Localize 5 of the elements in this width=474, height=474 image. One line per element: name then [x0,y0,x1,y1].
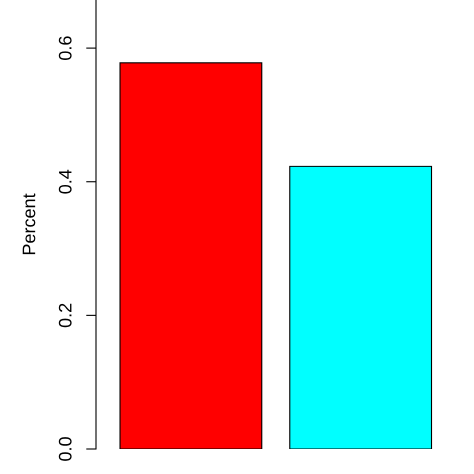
y-axis-title: Percent [22,194,36,254]
y-tick-label: 0.6 [58,36,72,60]
y-tick-label: 0.2 [58,304,72,328]
y-tick-label: 0.4 [58,170,72,194]
y-tick-label: 0.0 [58,437,72,461]
